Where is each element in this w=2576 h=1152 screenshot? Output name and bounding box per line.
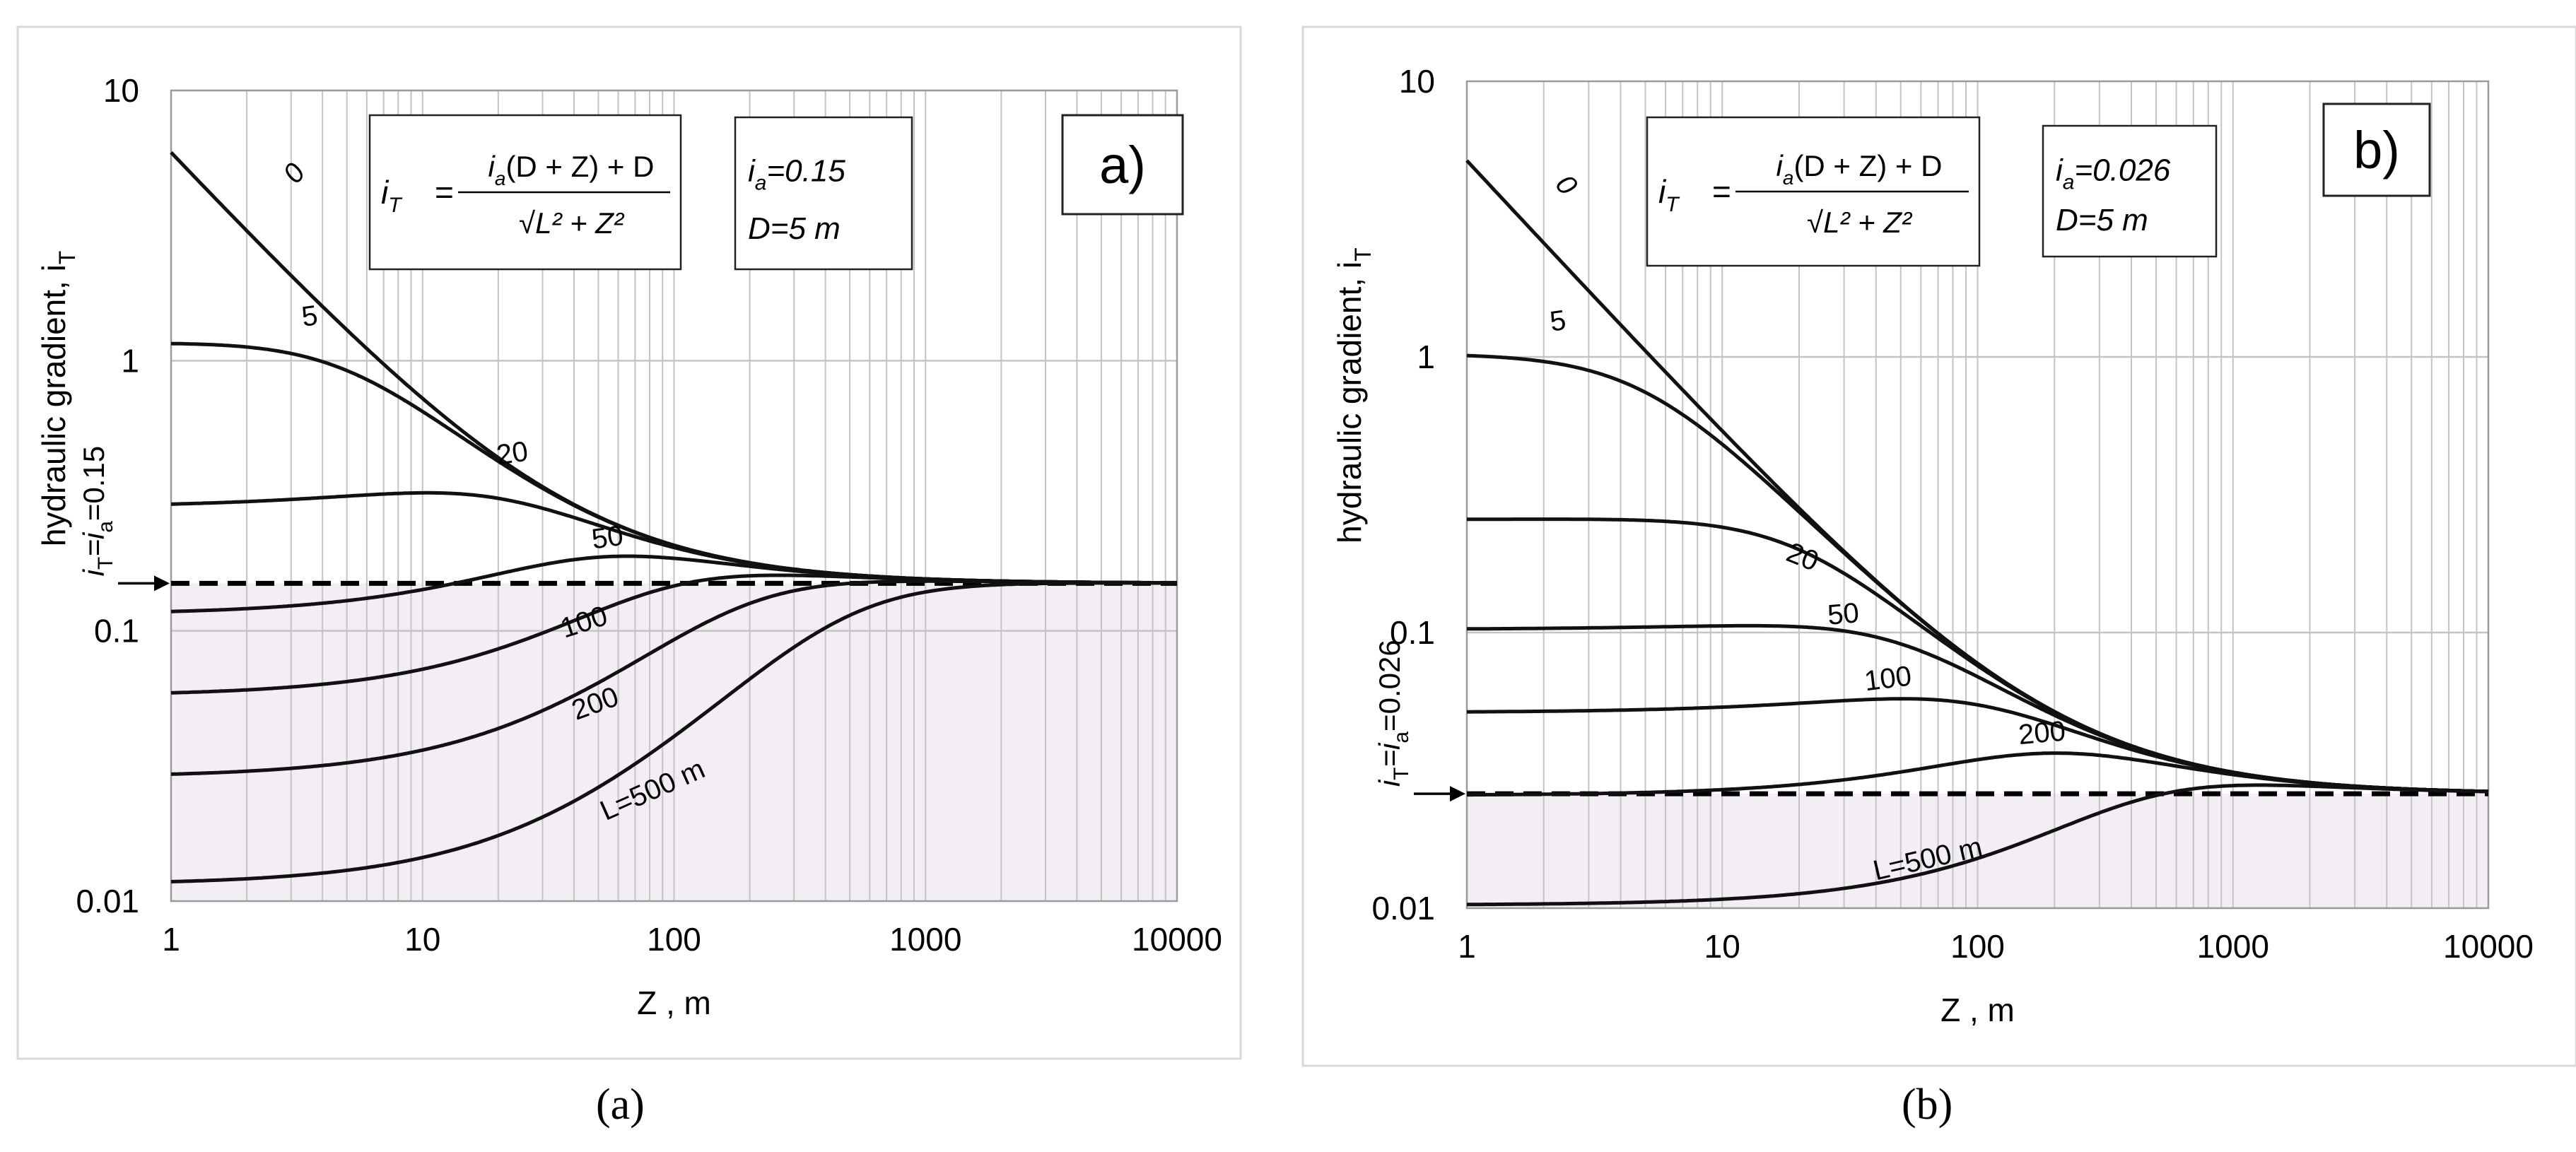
params-box: ia=0.026 D=5 m <box>2042 124 2218 258</box>
param-ia-value: =0.15 <box>766 153 845 188</box>
y-tick-label: 0.1 <box>94 613 139 650</box>
param-ia-i: i <box>748 153 756 188</box>
reference-label-sub1: T <box>94 557 117 570</box>
y-axis-title-text: hydraulic gradient, i <box>1331 261 1368 543</box>
y-tick-label: 10 <box>103 72 139 109</box>
params-box: ia=0.15 D=5 m <box>734 116 913 271</box>
plot-area <box>170 89 1178 903</box>
series-label-L50: 50 <box>1826 597 1860 631</box>
x-tick-label: 1000 <box>2197 928 2269 965</box>
formula-num-sub: a <box>495 167 506 189</box>
reference-label-mid: =i <box>1373 742 1406 768</box>
reference-label-sub1: T <box>1390 767 1413 780</box>
chart-panel-b: 1 10 100 1000 10000 0.01 0.1 1 10 Z , m hydraulic … <box>1301 25 2576 1067</box>
formula-lhs-i: i <box>381 174 390 211</box>
param-ia-sub: a <box>2063 171 2075 194</box>
formula-lhs-i: i <box>1658 173 1667 210</box>
reference-label: iT=ia=0.15 <box>77 446 117 577</box>
series-label-L100: 100 <box>1863 660 1914 697</box>
y-tick-label: 0.1 <box>1390 614 1435 651</box>
reference-label: iT=ia=0.026 <box>1373 640 1413 787</box>
x-axis-title: Z , m <box>1940 992 2015 1028</box>
formula-equals: = <box>1712 173 1731 210</box>
formula-num-i: i <box>488 150 496 183</box>
param-ia-sub: a <box>755 171 767 194</box>
reference-label-mid: =i <box>77 531 110 557</box>
series-line-L200 <box>170 579 1177 776</box>
params-frame <box>734 116 913 271</box>
y-axis-title-text: hydraulic gradient, i <box>35 264 72 546</box>
reference-arrow-head <box>154 575 170 592</box>
y-tick-label: 10 <box>1399 63 1435 100</box>
x-tick-label: 1000 <box>889 921 961 958</box>
x-tick-label: 10 <box>404 921 440 958</box>
formula-box: iT =ia(D + Z) + D√L² + Z² <box>1646 116 1981 267</box>
param-D: D=5 m <box>748 211 841 246</box>
formula-numerator: ia(D + Z) + D <box>488 150 655 189</box>
series-line-L500 <box>170 581 1177 883</box>
reference-arrow-head <box>1450 786 1465 802</box>
x-tick-label: 10000 <box>1132 921 1222 958</box>
reference-label-i: i <box>77 568 110 576</box>
series-line-L500 <box>1467 783 2489 907</box>
formula-equals: = <box>435 174 454 211</box>
param-D: D=5 m <box>2056 203 2148 237</box>
formula-num-rest: (D + Z) + D <box>505 150 654 183</box>
param-ia: ia=0.026 <box>2056 153 2171 194</box>
y-tick-label: 1 <box>121 342 139 379</box>
x-tick-label: 100 <box>1950 928 2005 965</box>
formula-num-i: i <box>1776 149 1784 182</box>
x-tick-label: 10000 <box>2443 928 2534 965</box>
panel-label-frame <box>1061 114 1184 216</box>
formula-denominator: √L² + Z² <box>519 206 625 240</box>
x-tick-label: 1 <box>1458 928 1476 965</box>
y-axis-title: hydraulic gradient, iT <box>35 251 80 546</box>
caption-b: (b) <box>1902 1081 1953 1129</box>
chart-panel-a: 1 10 100 1000 10000 0.01 0.1 1 10 Z , m hydraulic … <box>16 25 1242 1060</box>
plot-area <box>1465 80 2490 910</box>
panel-label: a) <box>1099 136 1146 194</box>
y-tick-label: 0.01 <box>1371 890 1435 927</box>
series-line-L200 <box>1467 751 2489 797</box>
formula-box: iT =ia(D + Z) + D√L² + Z² <box>368 114 682 271</box>
x-tick-label: 10 <box>1704 928 1740 965</box>
param-ia: ia=0.15 <box>748 153 845 194</box>
series-label-L20: 20 <box>495 436 530 471</box>
formula-num-rest: (D + Z) + D <box>1793 149 1942 182</box>
formula-num-sub: a <box>1783 167 1794 189</box>
y-tick-label: 0.01 <box>76 883 139 919</box>
series-label-L50: 50 <box>590 520 625 556</box>
param-ia-value: =0.026 <box>2074 153 2170 188</box>
param-ia-i: i <box>2056 153 2063 188</box>
y-axis-title-sub: T <box>54 251 80 265</box>
caption-a: (a) <box>596 1081 645 1129</box>
formula-den-body: L² + Z² <box>1823 206 1913 239</box>
formula-lhs: iT <box>381 174 403 217</box>
x-axis-title: Z , m <box>637 985 711 1021</box>
formula-den-root: √ <box>519 206 536 240</box>
panel-label: b) <box>2353 121 2400 180</box>
x-tick-label: 100 <box>647 921 701 958</box>
reference-label-i: i <box>1373 779 1406 787</box>
panel-label-frame <box>2322 102 2431 197</box>
y-tick-label: 1 <box>1417 339 1435 375</box>
formula-denominator: √L² + Z² <box>1807 206 1913 239</box>
y-axis-title: hydraulic gradient, iT <box>1331 247 1376 543</box>
reference-label-sub2: a <box>94 521 117 533</box>
y-axis-title-sub: T <box>1350 247 1376 261</box>
formula-lhs: iT <box>1658 173 1680 216</box>
formula-den-root: √ <box>1807 206 1824 239</box>
reference-label-value: =0.15 <box>77 446 110 521</box>
series-label-L200: 200 <box>2017 715 2066 751</box>
formula-lhs-sub: T <box>1665 193 1680 216</box>
reference-label-value: =0.026 <box>1373 640 1406 731</box>
formula-den-body: L² + Z² <box>535 206 625 240</box>
formula-lhs-sub: T <box>388 194 403 217</box>
formula-numerator: ia(D + Z) + D <box>1776 149 1943 189</box>
params-frame <box>2042 124 2218 258</box>
reference-label-sub2: a <box>1390 731 1413 743</box>
x-tick-label: 1 <box>162 921 180 958</box>
